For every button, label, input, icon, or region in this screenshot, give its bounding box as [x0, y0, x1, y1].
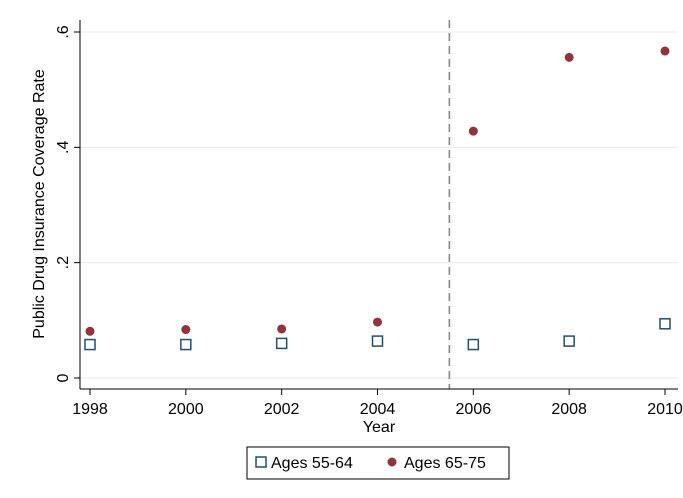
y-tick-label: 0	[55, 373, 72, 382]
legend: Ages 55-64 Ages 65-75	[246, 446, 510, 480]
y-tick-label: .4	[55, 141, 72, 154]
legend-label-ages-65-75: Ages 65-75	[404, 455, 486, 472]
point-ages-65-75	[660, 46, 670, 56]
point-ages-55-64	[275, 337, 288, 350]
plot-area	[80, 20, 678, 389]
x-ticks: 1998 2000 2002 2004 2006 2008 2010	[72, 389, 683, 418]
point-ages-65-75	[181, 325, 191, 335]
data-points	[84, 46, 671, 351]
legend-marker-ages-65-75	[387, 457, 397, 467]
legend-box	[246, 446, 510, 480]
y-tick-label: .6	[55, 25, 72, 38]
x-tick-label: 2006	[456, 401, 492, 418]
y-ticks: 0 .2 .4 .6	[55, 25, 80, 382]
point-ages-55-64	[371, 335, 384, 347]
x-axis-title: Year	[363, 419, 396, 436]
point-ages-65-75	[373, 317, 382, 327]
x-tick-label: 2004	[360, 401, 396, 418]
point-ages-65-75	[468, 126, 478, 136]
x-tick-label: 1998	[72, 401, 108, 418]
point-ages-55-64	[563, 335, 575, 347]
point-ages-65-75	[564, 52, 574, 62]
x-tick-label: 2000	[168, 401, 204, 418]
point-ages-55-64	[84, 338, 96, 351]
point-ages-65-75	[85, 326, 95, 336]
legend-marker-ages-55-64	[255, 456, 267, 468]
point-ages-55-64	[659, 318, 671, 330]
point-ages-65-75	[277, 324, 287, 334]
y-axis-title: Public Drug Insurance Coverage Rate	[31, 69, 48, 339]
x-tick-label: 2008	[551, 401, 587, 418]
x-tick-label: 2002	[264, 401, 300, 418]
y-tick-label: .2	[55, 256, 72, 269]
point-ages-55-64	[467, 338, 480, 351]
legend-label-ages-55-64: Ages 55-64	[271, 455, 353, 472]
point-ages-55-64	[180, 338, 192, 351]
x-tick-label: 2010	[647, 401, 683, 418]
gridlines	[80, 31, 678, 379]
